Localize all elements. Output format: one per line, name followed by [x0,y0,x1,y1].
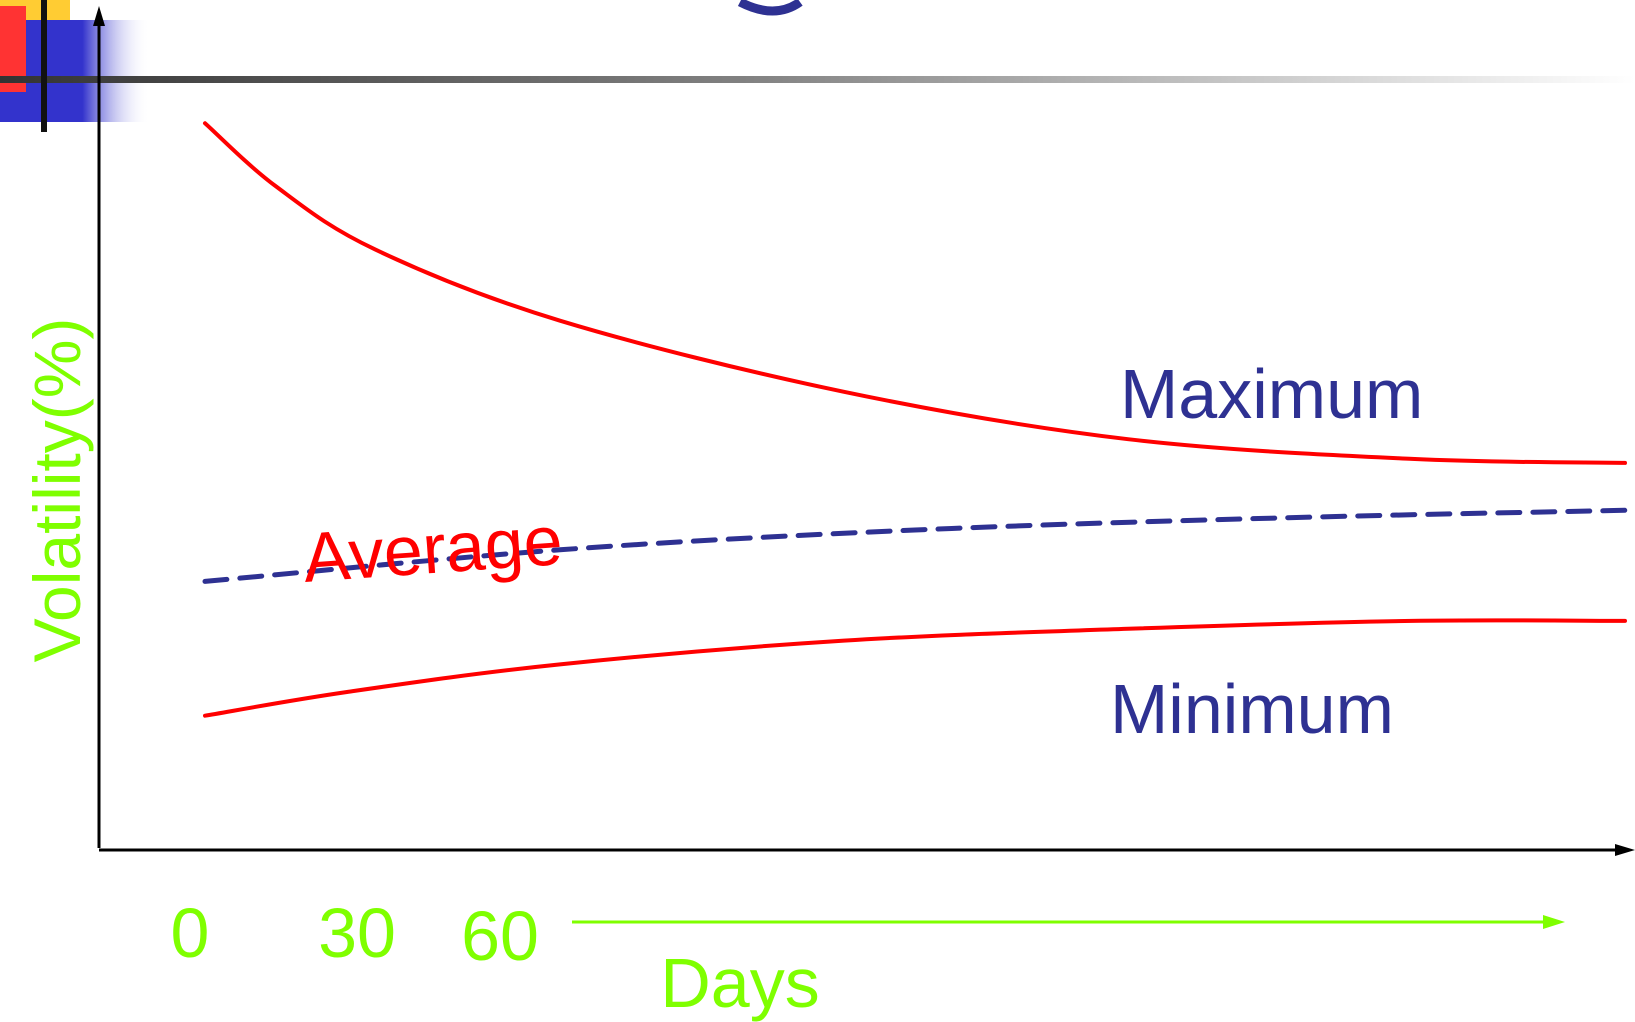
axes [93,6,1635,856]
cropped-title-glyph [737,0,803,16]
title-divider [0,76,1635,83]
series-label-minimum: Minimum [1110,670,1394,748]
series-label-maximum: Maximum [1120,355,1423,433]
x-axis-label: Days [660,944,819,1022]
y-axis-arrow [93,6,105,26]
days-arrow-head [1543,915,1565,929]
decor-vertical-bar [41,0,47,132]
x-tick-label: 30 [318,894,396,972]
series-line-maximum [203,121,1627,465]
x-tick-label: 0 [171,894,210,972]
series-line-minimum [203,618,1627,718]
y-axis-label: Volatility(%) [20,318,94,663]
x-tick-label: 60 [461,897,539,975]
series-label-average: Average [301,501,565,597]
x-axis-arrow [1615,844,1635,856]
slide-decoration [0,0,1635,132]
series-group [202,121,1628,718]
series-line-average [202,507,1628,584]
